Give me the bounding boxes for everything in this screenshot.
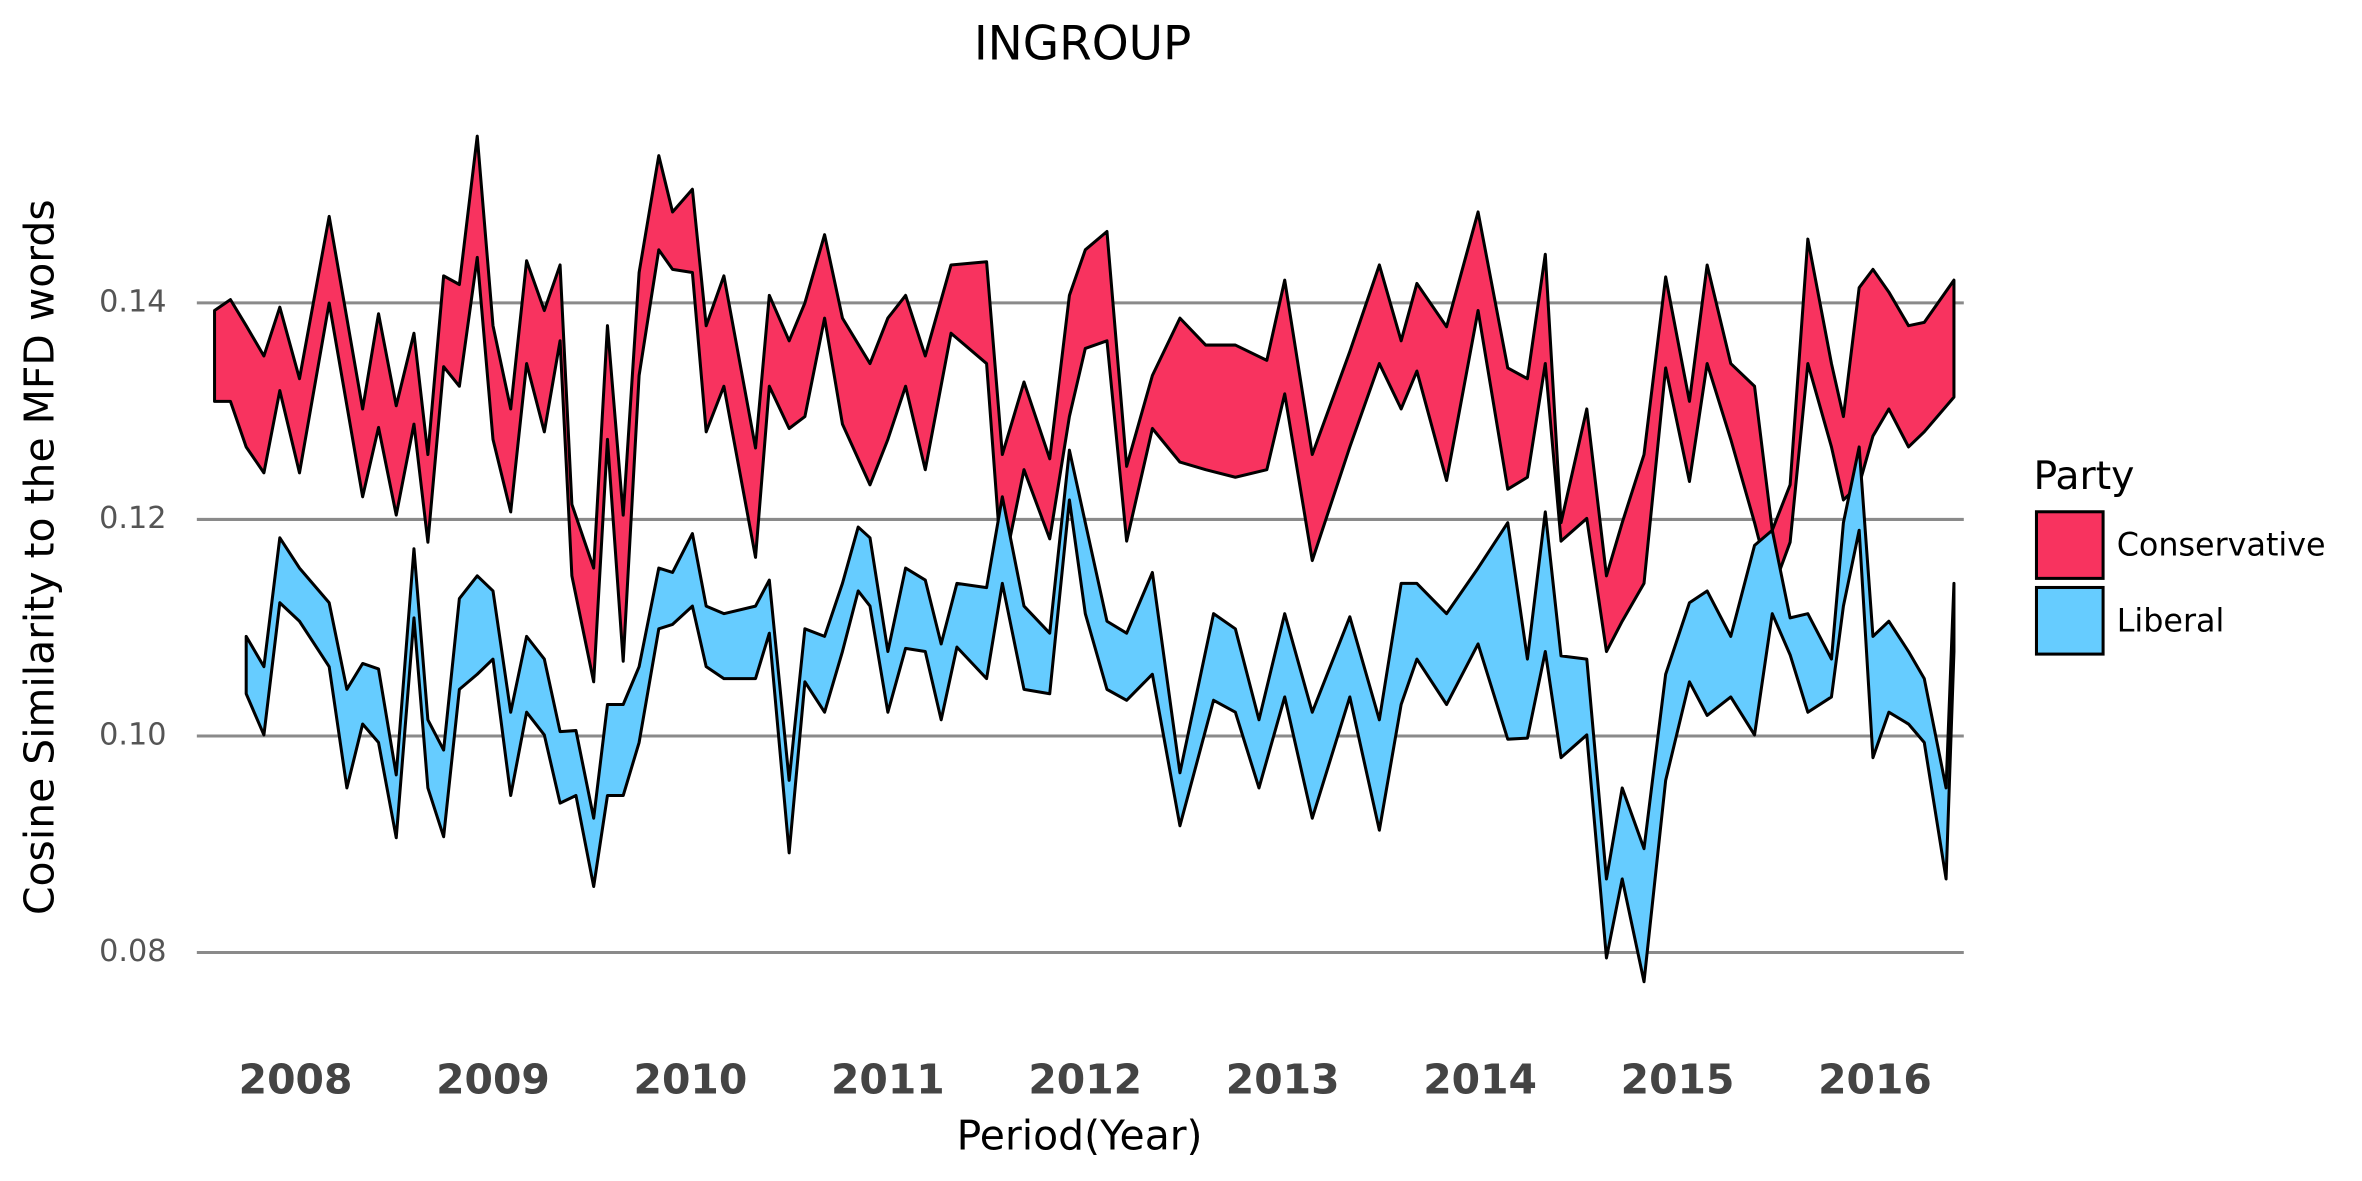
y-axis-title: Cosine Similarity to the MFD words <box>15 199 63 915</box>
y-tick-label: 0.08 <box>99 934 166 969</box>
x-tick-label: 2008 <box>239 1056 353 1104</box>
legend-key <box>2034 585 2105 656</box>
x-tick-label: 2013 <box>1226 1056 1340 1104</box>
legend-label: Liberal <box>2117 602 2225 639</box>
x-axis-title: Period(Year) <box>957 1112 1203 1160</box>
x-tick-label: 2012 <box>1028 1056 1142 1104</box>
legend-title: Party <box>2033 453 2134 499</box>
x-tick-label: 2014 <box>1423 1056 1537 1104</box>
x-tick-label: 2009 <box>436 1056 550 1104</box>
y-tick-label: 0.14 <box>99 284 166 319</box>
x-tick-label: 2011 <box>831 1056 945 1104</box>
y-tick-label: 0.12 <box>99 501 166 536</box>
chart-title: INGROUP <box>974 16 1191 71</box>
x-tick-label: 2010 <box>634 1056 748 1104</box>
x-tick-label: 2016 <box>1818 1056 1932 1104</box>
x-tick-label: 2015 <box>1621 1056 1735 1104</box>
legend-key <box>2034 510 2105 580</box>
ribbon <box>244 445 1956 984</box>
ribbon <box>213 134 1956 684</box>
legend-label: Conservative <box>2117 527 2326 564</box>
y-tick-label: 0.10 <box>99 717 166 752</box>
